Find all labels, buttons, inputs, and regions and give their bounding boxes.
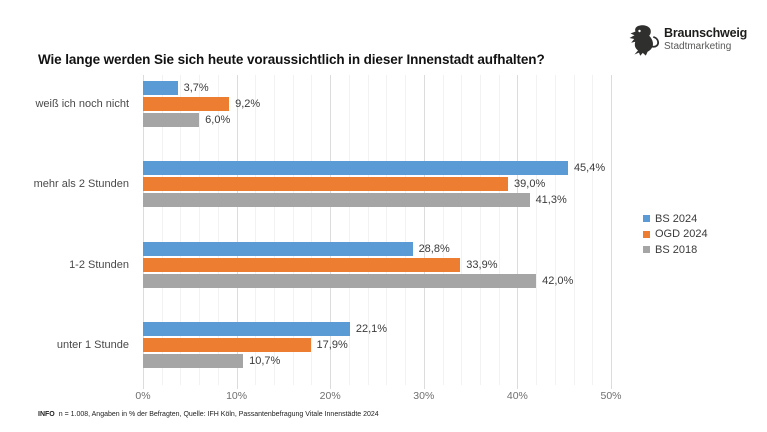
legend-item-bs-2024: BS 2024 [643,211,708,227]
legend-item-ogd-2024: OGD 2024 [643,227,708,243]
gridline-minor [180,75,182,385]
gridline-minor [479,75,481,385]
footnote: INFO n = 1.008, Angaben in % der Befragte… [38,411,379,418]
logo-subtitle: Stadtmarketing [664,41,732,53]
bar-ogd-2024 [143,258,461,272]
gridline-minor [161,75,163,385]
gridline-minor [573,75,575,385]
gridline-minor [292,75,294,385]
x-tick-label: 40% [506,390,528,402]
value-label: 33,9% [466,259,498,271]
value-label: 6,0% [205,114,231,126]
x-tick-label: 50% [600,390,622,402]
gridline-major [423,75,425,389]
bar-bs-2018 [143,113,200,127]
gridline-major [330,75,332,389]
gridline-major [611,75,612,389]
value-label: 3,7% [183,82,209,94]
x-tick-label: 30% [413,390,435,402]
value-label: 10,7% [249,355,281,367]
category-label: 1-2 Stunden [69,259,129,271]
gridline-minor [274,75,276,385]
value-label: 42,0% [542,275,574,287]
gridline-minor [386,75,388,385]
x-tick-label: 0% [135,390,151,402]
bar-bs-2024 [143,81,178,95]
x-tick-label: 10% [226,390,248,402]
value-label: 41,3% [535,194,567,206]
gridline-minor [536,75,538,385]
logo: Braunschweig Stadtmarketing [626,23,747,57]
gridline-major [236,75,238,389]
gridline-minor [311,75,313,385]
footnote-info-label: INFO [38,411,55,418]
gridline-major [143,75,144,389]
value-label: 17,9% [316,339,348,351]
gridline-minor [367,75,369,385]
gridline-major [517,75,519,389]
value-label: 28,8% [418,243,450,255]
gridline-minor [405,75,407,385]
value-label: 39,0% [514,178,546,190]
legend-swatch [643,246,650,254]
gridline-minor [461,75,463,385]
bar-ogd-2024 [143,177,509,191]
category-label: unter 1 Stunde [56,339,129,351]
x-axis: 0% 10% 20% 30% 40% 50% [0,390,767,404]
gridline-minor [498,75,500,385]
gridline-minor [217,75,219,385]
legend-swatch [643,230,650,238]
value-label: 22,1% [355,323,388,335]
gridline-minor [199,75,201,385]
legend-swatch [643,215,650,223]
chart-title: Wie lange werden Sie sich heute voraussi… [38,52,545,67]
bar-bs-2024 [143,322,350,336]
bar-ogd-2024 [143,97,230,111]
braunschweig-lion-icon [629,25,660,56]
value-label: 9,2% [235,98,261,110]
legend: BS 2024 OGD 2024 BS 2018 [643,211,708,258]
bar-bs-2018 [143,274,537,288]
bar-bs-2018 [143,354,244,368]
logo-text: Braunschweig Stadtmarketing [664,27,747,53]
logo-brand: Braunschweig [664,26,748,41]
legend-item-bs-2018: BS 2018 [643,242,708,258]
gridline-minor [554,75,556,385]
category-label: mehr als 2 Stunden [33,178,129,190]
gridline-minor [592,75,594,385]
bar-chart-plot: 3,7% 9,2% 6,0% 45,4% 39,0% 41,3% 28,8% 33,9% 42,… [143,75,612,389]
legend-label: BS 2018 [655,243,698,256]
legend-label: OGD 2024 [655,228,708,241]
footnote-text: n = 1.008, Angaben in % der Befragten, Q… [58,411,379,418]
bar-bs-2018 [143,193,530,207]
category-axis: weiß ich noch nicht mehr als 2 Stunden 1-2… [0,75,136,385]
bar-bs-2024 [143,161,568,175]
legend-label: BS 2024 [655,212,698,225]
category-label: weiß ich noch nicht [35,98,129,110]
bar-ogd-2024 [143,338,311,352]
gridline-minor [255,75,257,385]
x-tick-label: 20% [319,390,341,402]
gridline-minor [348,75,350,385]
value-label: 45,4% [573,162,606,174]
bar-bs-2024 [143,242,413,256]
gridline-minor [442,75,444,385]
